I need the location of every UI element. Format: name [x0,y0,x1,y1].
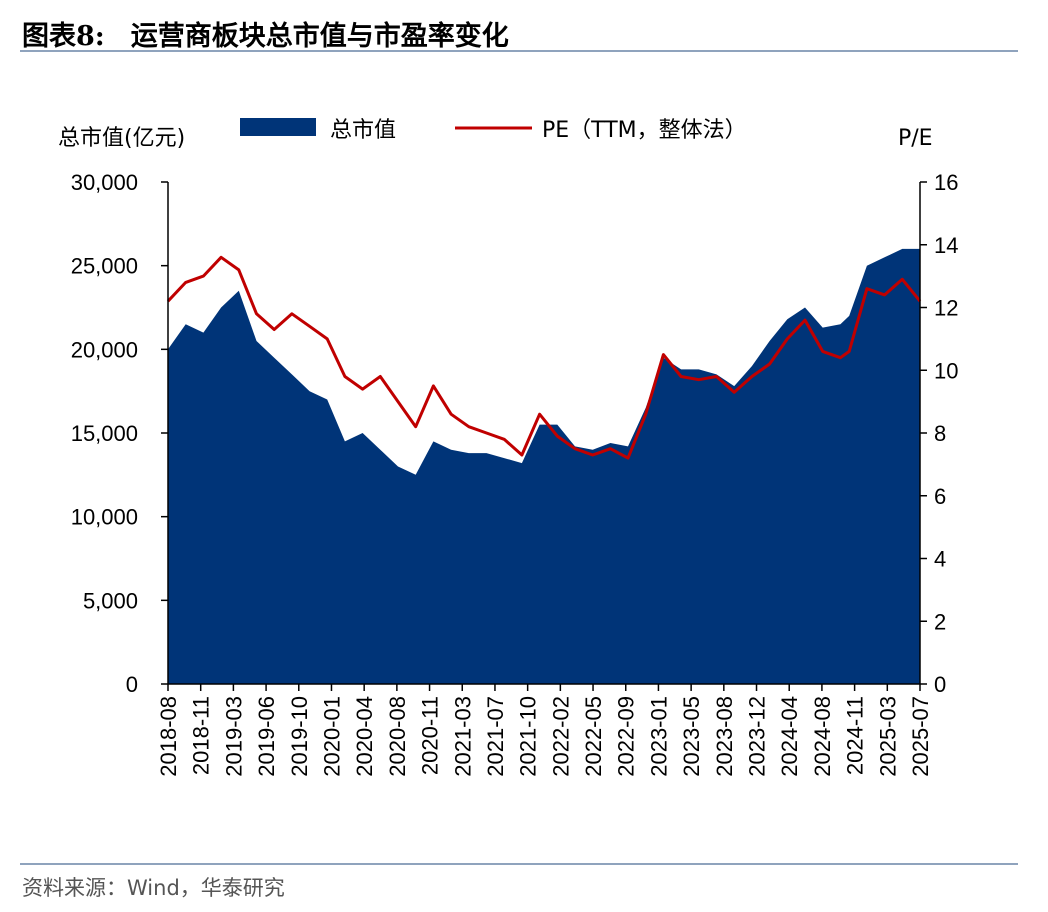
top-rule [20,50,1018,52]
right-tick-label: 0 [934,672,946,697]
x-tick-label: 2021-03 [450,696,475,777]
x-tick-label: 2024-04 [777,696,802,777]
plot-area [166,248,922,684]
right-tick-label: 14 [934,233,958,258]
x-tick-label: 2019-10 [287,696,312,777]
x-tick-label: 2022-02 [548,696,573,777]
bottom-rule [20,863,1018,865]
x-tick-label: 2023-05 [679,696,704,777]
x-tick-label: 2024-11 [843,696,868,775]
chart: 0 5,000 10,000 15,000 20,000 25,000 30,000 0 2 4 6… [58,118,959,777]
left-tick-label: 5,000 [83,588,138,613]
figure-label: 图表8: [22,21,105,52]
series-pe-line [166,255,922,460]
left-tick-label: 15,000 [71,421,138,446]
left-tick-label: 25,000 [71,254,138,279]
x-tick-label: 2019-03 [221,696,246,777]
left-tick-label: 20,000 [71,337,138,362]
figure-title: 图表8: 运营商板块总市值与市盈率变化 [22,14,509,53]
axes: 0 5,000 10,000 15,000 20,000 25,000 30,000 0 2 4 6… [71,170,959,777]
x-tick-label: 2022-09 [614,696,639,777]
left-tick-label: 30,000 [71,170,138,195]
series-market-cap-area [168,248,920,684]
x-tick-label: 2020-08 [385,696,410,777]
left-tick-label: 10,000 [71,505,138,530]
x-tick-label: 2018-11 [189,696,214,775]
legend-area-swatch [240,118,316,136]
x-tick-label: 2020-11 [418,696,443,775]
right-tick-label: 4 [934,547,946,572]
x-tick-label: 2018-08 [156,696,181,777]
right-axis-label: P/E [898,126,933,151]
left-tick-label: 0 [126,672,138,697]
right-tick-label: 10 [934,358,958,383]
right-tick-label: 6 [934,484,946,509]
x-tick-label: 2022-05 [581,696,606,777]
legend-item-pe: PE（TTM，整体法） [542,118,747,143]
right-tick-label: 12 [934,296,958,321]
figure-title-text: 运营商板块总市值与市盈率变化 [130,21,509,52]
x-tick-label: 2021-07 [483,696,508,777]
x-tick-label: 2024-08 [810,696,835,777]
x-tick-label: 2023-01 [646,696,671,777]
x-tick-label: 2025-03 [875,696,900,777]
x-tick-label: 2021-10 [516,696,541,777]
x-tick-label: 2020-01 [319,696,344,777]
right-tick-label: 16 [934,170,958,195]
source-note: 资料来源：Wind，华泰研究 [22,876,285,900]
x-tick-label: 2023-12 [745,696,770,777]
legend: 总市值 PE（TTM，整体法） [240,118,747,143]
right-tick-label: 2 [934,609,946,634]
right-tick-label: 8 [934,421,946,446]
x-tick-label: 2020-04 [352,696,377,777]
x-tick-label: 2023-08 [712,696,737,777]
x-tick-label: 2019-06 [254,696,279,777]
left-axis-label: 总市值(亿元) [58,126,185,151]
x-tick-label: 2025-07 [908,696,933,777]
legend-item-market-cap: 总市值 [330,118,396,143]
